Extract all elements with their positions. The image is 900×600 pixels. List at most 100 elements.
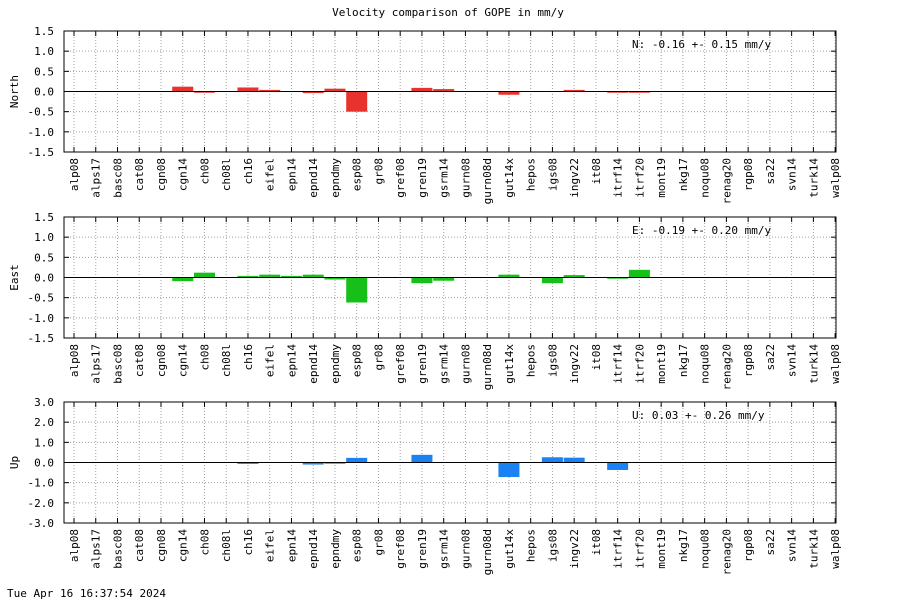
x-tick-label: noqu08: [699, 344, 712, 384]
y-tick-label: 1.0: [34, 436, 54, 449]
stat-annotation: E: -0.19 +- 0.20 mm/y: [632, 224, 771, 237]
bar-east-gut14x: [498, 274, 520, 278]
x-tick-label: rgp08: [742, 529, 755, 562]
x-tick-label: basc08: [111, 529, 124, 569]
y-tick-label: -1.5: [28, 332, 55, 345]
x-tick-label: turk14: [807, 158, 820, 198]
x-tick-label: epnd14: [307, 158, 320, 198]
bar-north-epnd14: [302, 91, 324, 94]
bar-north-itrf14: [607, 91, 629, 93]
bar-east-epndmy: [324, 277, 346, 280]
x-tick-label: ch08l: [220, 529, 233, 562]
x-tick-label: gr08: [372, 158, 385, 185]
y-tick-label: -1.0: [28, 126, 55, 139]
x-tick-label: alps17: [90, 344, 103, 384]
bar-east-epnd14: [302, 274, 324, 278]
x-tick-label: turk14: [807, 344, 820, 384]
y-tick-label: 3.0: [34, 396, 54, 409]
x-tick-label: cgn08: [155, 344, 168, 377]
x-tick-label: gut14x: [503, 344, 516, 384]
y-tick-label: -2.0: [28, 497, 55, 510]
x-tick-label: gref08: [394, 158, 407, 198]
x-tick-label: cgn08: [155, 158, 168, 191]
x-tick-label: epn14: [285, 158, 298, 191]
x-tick-label: alp08: [68, 344, 81, 377]
x-tick-label: ch08l: [220, 158, 233, 191]
x-tick-label: sa22: [764, 344, 777, 371]
x-tick-label: itrf20: [633, 344, 646, 384]
x-tick-label: epn14: [285, 529, 298, 562]
bar-north-itrf20: [628, 91, 650, 93]
x-tick-label: itrf14: [612, 344, 625, 384]
x-tick-label: noqu08: [699, 158, 712, 198]
x-tick-label: svn14: [786, 529, 799, 562]
x-tick-label: alps17: [90, 529, 103, 569]
y-axis-label: East: [8, 264, 21, 291]
bar-up-esp08: [346, 457, 368, 463]
bar-up-gren19: [411, 454, 433, 463]
x-tick-label: ch16: [242, 158, 255, 185]
x-tick-label: epnd14: [307, 529, 320, 569]
x-tick-label: walp08: [829, 158, 842, 198]
bar-east-itrf20: [628, 269, 650, 278]
x-tick-label: eifel: [264, 344, 277, 377]
bar-north-eifel: [259, 89, 281, 92]
x-tick-label: gut14x: [503, 158, 516, 198]
y-tick-label: 0.0: [34, 457, 54, 470]
x-tick-label: gsrm14: [438, 529, 451, 569]
x-tick-label: rgp08: [742, 344, 755, 377]
x-tick-label: gren19: [416, 158, 429, 198]
x-tick-label: alp08: [68, 158, 81, 191]
bar-east-itrf14: [607, 277, 629, 279]
x-tick-label: itrf14: [612, 158, 625, 198]
x-tick-label: renag20: [720, 158, 733, 204]
x-tick-label: ingv22: [568, 344, 581, 384]
x-tick-label: walp08: [829, 529, 842, 569]
panel-up: 3.0 2.0 1.0 0.0 -1.0 -2.0 -3.0 alp08 alps17 basc0…: [8, 396, 842, 575]
x-tick-label: gsrm14: [438, 158, 451, 198]
x-tick-label: cgn08: [155, 529, 168, 562]
x-tick-label: ch16: [242, 529, 255, 556]
x-tick-label: it08: [590, 344, 603, 371]
x-tick-label: ch08l: [220, 344, 233, 377]
x-tick-label: hepos: [525, 529, 538, 562]
bar-north-ch08: [193, 91, 215, 93]
bar-east-eifel: [259, 274, 281, 278]
y-tick-label: 0.5: [34, 65, 54, 78]
bar-up-gut14x: [498, 462, 520, 478]
bar-east-ingv22: [563, 275, 585, 278]
chart-title: Velocity comparison of GOPE in mm/y: [332, 6, 564, 19]
x-tick-label: itrf20: [633, 529, 646, 569]
y-axis-label: North: [8, 75, 21, 108]
y-tick-label: 1.0: [34, 231, 54, 244]
panel-east: 1.5 1.0 0.5 0.0 -0.5 -1.0 -1.5 alp08 alps17 basc0…: [8, 211, 842, 390]
bar-north-gren19: [411, 87, 433, 92]
bar-east-gsrm14: [433, 277, 455, 281]
x-tick-label: igs08: [546, 529, 559, 562]
x-tick-label: basc08: [111, 158, 124, 198]
x-tick-label: ingv22: [568, 529, 581, 569]
x-tick-label: igs08: [546, 344, 559, 377]
x-tick-label: gurn08: [459, 158, 472, 198]
x-tick-label: sa22: [764, 158, 777, 185]
x-tick-label: epndmy: [329, 344, 342, 384]
x-tick-label: it08: [590, 529, 603, 556]
x-tick-label: svn14: [786, 344, 799, 377]
x-tick-label: hepos: [525, 158, 538, 191]
bar-north-esp08: [346, 91, 368, 112]
y-tick-label: 0.5: [34, 251, 54, 264]
x-tick-label: nkg17: [677, 344, 690, 377]
x-tick-label: itrf14: [612, 529, 625, 569]
x-tick-label: igs08: [546, 158, 559, 191]
bar-up-igs08: [541, 457, 563, 463]
x-tick-label: it08: [590, 158, 603, 185]
x-tick-label: gut14x: [503, 529, 516, 569]
x-tick-label: gurn08d: [481, 344, 494, 390]
y-tick-label: -1.0: [28, 477, 55, 490]
bar-up-epndmy: [324, 462, 346, 464]
bar-up-ch16: [237, 462, 259, 464]
bar-east-igs08: [541, 277, 563, 284]
y-tick-label: -1.0: [28, 312, 55, 325]
x-tick-label: gr08: [372, 344, 385, 371]
